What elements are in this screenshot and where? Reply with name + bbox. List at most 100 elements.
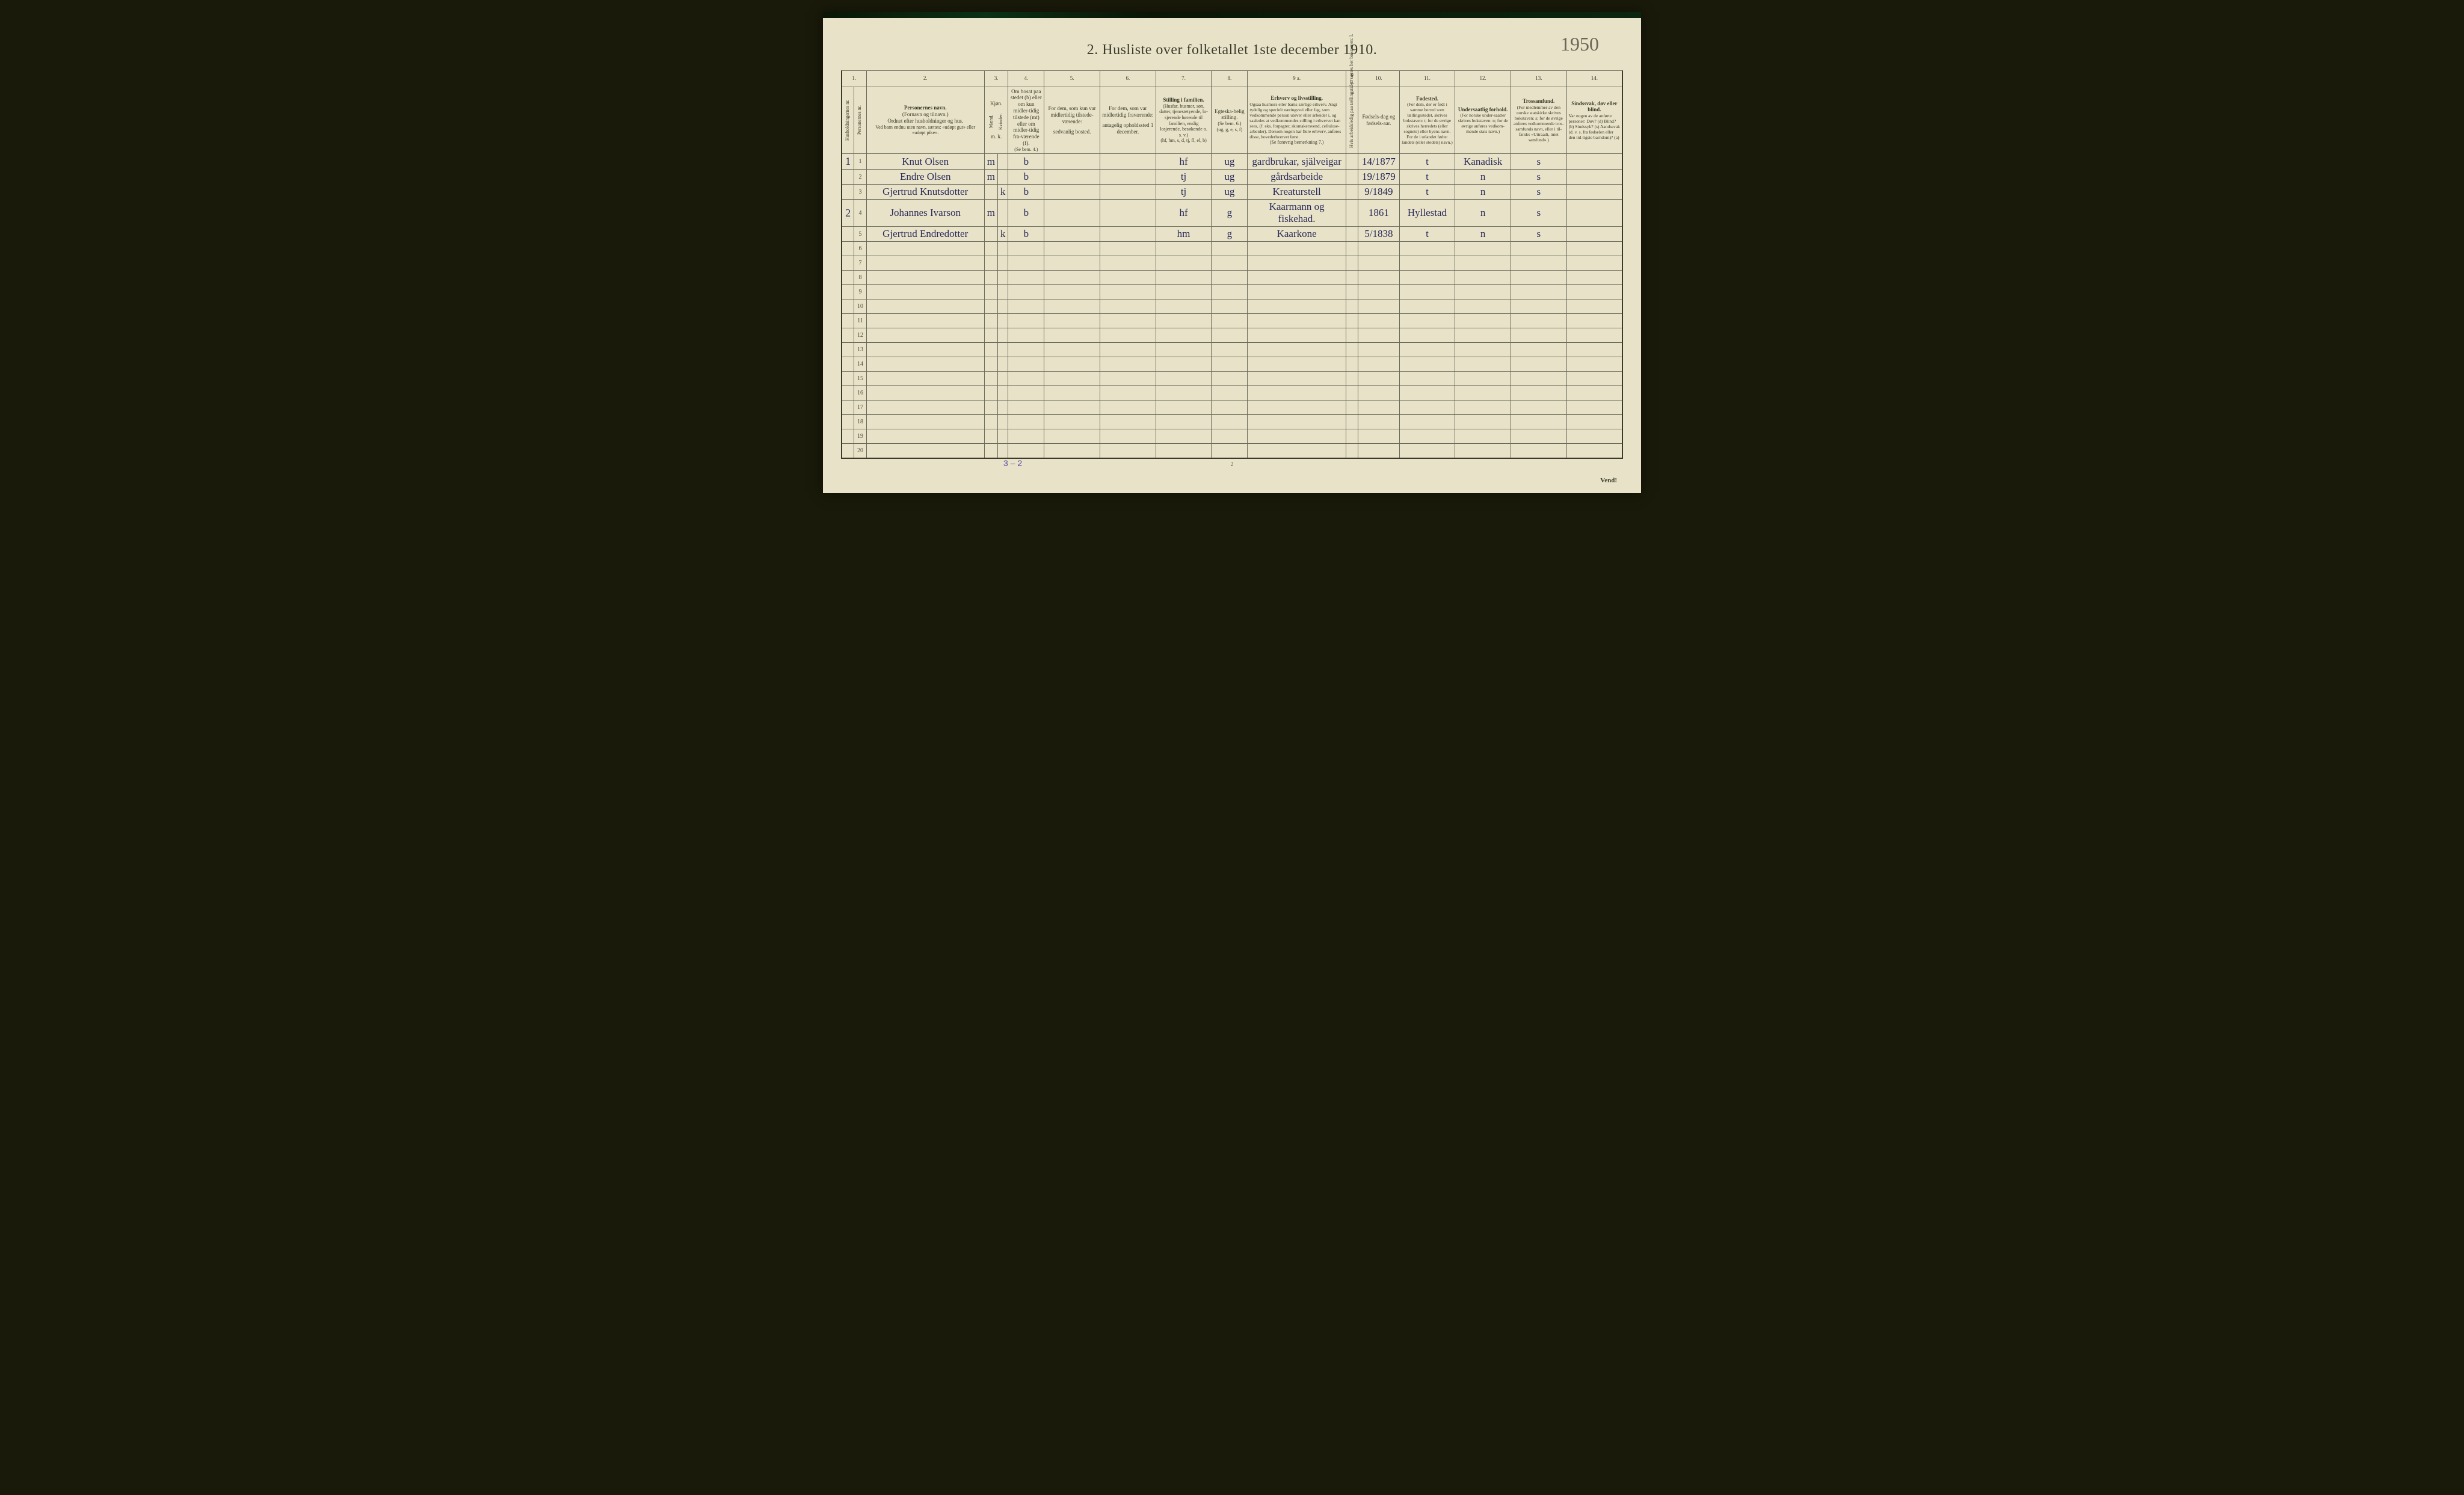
cell-m	[984, 242, 997, 256]
cell-c10	[1358, 444, 1399, 458]
cell-c7: hf	[1156, 154, 1212, 170]
cell-k: k	[997, 185, 1008, 200]
cell-b	[1008, 242, 1044, 256]
hdr-egte: Egteska-belig stilling. (Se bem. 6.) (ug…	[1212, 87, 1248, 154]
cell-hush	[842, 328, 854, 343]
cell-c10	[1358, 357, 1399, 372]
cell-c9b	[1346, 357, 1358, 372]
hdr-tilstede: For dem, som kun var midlertidig tilsted…	[1044, 87, 1100, 154]
cell-k	[997, 328, 1008, 343]
cell-c12	[1455, 444, 1511, 458]
cell-c13	[1511, 444, 1566, 458]
cell-c9	[1248, 314, 1346, 328]
vend-label: Vend!	[1600, 477, 1617, 484]
table-row: 1 1 Knut Olsen m b hf ug gardbrukar, sjä…	[842, 154, 1622, 170]
cell-c9b	[1346, 170, 1358, 185]
cell-c13: s	[1511, 154, 1566, 170]
cell-hush	[842, 227, 854, 242]
cell-c5	[1044, 386, 1100, 401]
colnum-9a: 9 a.	[1248, 71, 1346, 87]
cell-c8: ug	[1212, 154, 1248, 170]
cell-c10: 1861	[1358, 200, 1399, 227]
cell-c12	[1455, 299, 1511, 314]
cell-rownum: 11	[854, 314, 866, 328]
table-row: 2 Endre Olsen m b tj ug gårdsarbeide 19/…	[842, 170, 1622, 185]
cell-c14	[1566, 357, 1622, 372]
cell-c8	[1212, 256, 1248, 271]
cell-c5	[1044, 401, 1100, 415]
cell-rownum: 6	[854, 242, 866, 256]
cell-c12: n	[1455, 200, 1511, 227]
cell-c11	[1399, 343, 1455, 357]
hdr-fodested: Fødested. (For dem, der er født i samme …	[1399, 87, 1455, 154]
cell-k	[997, 271, 1008, 285]
cell-hush	[842, 271, 854, 285]
cell-c12	[1455, 415, 1511, 429]
cell-m	[984, 328, 997, 343]
table-row: 13	[842, 343, 1622, 357]
cell-c8	[1212, 401, 1248, 415]
cell-c11	[1399, 299, 1455, 314]
colnum-11: 11.	[1399, 71, 1455, 87]
cell-c7	[1156, 386, 1212, 401]
cell-k	[997, 242, 1008, 256]
cell-c10	[1358, 429, 1399, 444]
cell-rownum: 5	[854, 227, 866, 242]
cell-hush	[842, 429, 854, 444]
cell-c9: Kaarkone	[1248, 227, 1346, 242]
cell-hush	[842, 242, 854, 256]
cell-m	[984, 386, 997, 401]
cell-c9b	[1346, 227, 1358, 242]
cell-rownum: 18	[854, 415, 866, 429]
cell-c14	[1566, 328, 1622, 343]
table-row: 16	[842, 386, 1622, 401]
hdr-m: Mænd.	[988, 109, 995, 134]
cell-c8	[1212, 415, 1248, 429]
hdr-fodested-t: Fødested.	[1402, 96, 1453, 102]
cell-m	[984, 372, 997, 386]
colnum-3: 3.	[984, 71, 1008, 87]
cell-name	[866, 343, 984, 357]
cell-c14	[1566, 415, 1622, 429]
cell-c11	[1399, 285, 1455, 299]
cell-hush	[842, 444, 854, 458]
cell-rownum: 9	[854, 285, 866, 299]
cell-c9	[1248, 415, 1346, 429]
cell-hush	[842, 285, 854, 299]
cell-c7	[1156, 429, 1212, 444]
hdr-frav-s: antagelig opholdssted 1 december.	[1102, 122, 1154, 135]
cell-c9b	[1346, 429, 1358, 444]
footer-page-num: 2	[841, 461, 1623, 468]
cell-c12	[1455, 343, 1511, 357]
cell-c6	[1100, 328, 1156, 343]
cell-c9	[1248, 357, 1346, 372]
cell-k	[997, 200, 1008, 227]
cell-c6	[1100, 299, 1156, 314]
cell-c12: n	[1455, 170, 1511, 185]
cell-b	[1008, 285, 1044, 299]
cell-k	[997, 299, 1008, 314]
cell-c14	[1566, 299, 1622, 314]
cell-c10	[1358, 372, 1399, 386]
cell-c8	[1212, 444, 1248, 458]
cell-c7: hf	[1156, 200, 1212, 227]
cell-k	[997, 256, 1008, 271]
cell-hush	[842, 170, 854, 185]
cell-hush	[842, 299, 854, 314]
cell-rownum: 2	[854, 170, 866, 185]
cell-c9	[1248, 401, 1346, 415]
cell-hush	[842, 415, 854, 429]
cell-c13	[1511, 415, 1566, 429]
cell-c9: Kaarmann og fiskehad.	[1248, 200, 1346, 227]
hdr-name: Personernes navn. (Fornavn og tilnavn.) …	[866, 87, 984, 154]
cell-name: Gjertrud Endredotter	[866, 227, 984, 242]
colnum-2: 2.	[866, 71, 984, 87]
hdr-sinds: Sindssvak, døv eller blind. Var nogen av…	[1566, 87, 1622, 154]
hdr-hush: Husholdningernes nr.	[844, 90, 851, 150]
cell-c9b	[1346, 271, 1358, 285]
cell-c11	[1399, 242, 1455, 256]
cell-c8	[1212, 271, 1248, 285]
cell-c6	[1100, 271, 1156, 285]
cell-c14	[1566, 285, 1622, 299]
cell-c7	[1156, 328, 1212, 343]
